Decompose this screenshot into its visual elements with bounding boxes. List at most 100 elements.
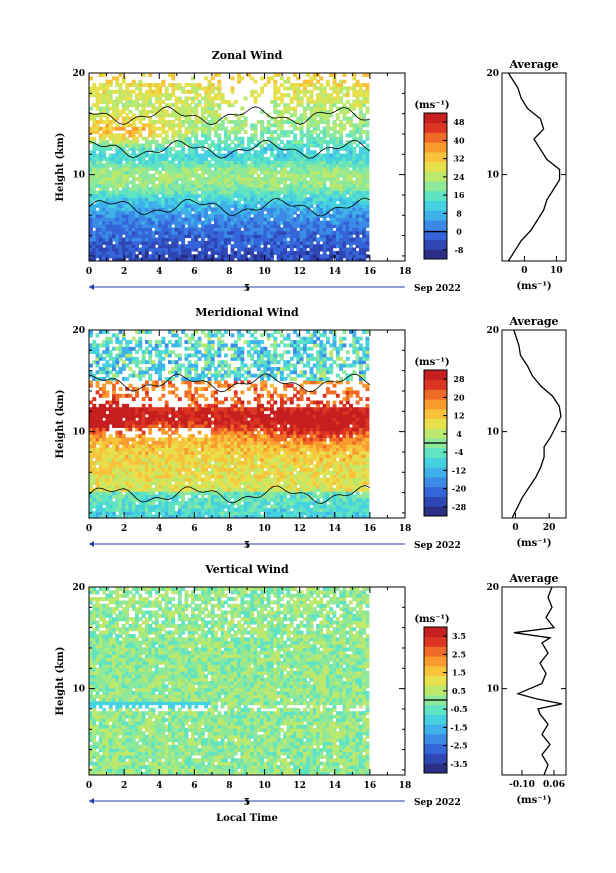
- heatmap-cell: [316, 203, 321, 208]
- heatmap-cell: [141, 200, 146, 205]
- heatmap-cell: [349, 247, 353, 252]
- heatmap-cell: [115, 146, 120, 151]
- heatmap-cell: [283, 214, 288, 218]
- heatmap-cell: [121, 227, 126, 232]
- heatmap-cell: [177, 230, 182, 235]
- heatmap-cell: [125, 96, 130, 101]
- heatmap-cell: [227, 99, 232, 104]
- heatmap-cell: [286, 140, 291, 145]
- heatmap-cell: [118, 214, 123, 218]
- heatmap-cell: [365, 200, 370, 205]
- heatmap-cell: [92, 247, 97, 252]
- heatmap-cell: [128, 501, 133, 506]
- heatmap-cell: [230, 180, 235, 185]
- heatmap-cell: [98, 200, 103, 205]
- heatmap-cell: [158, 501, 163, 506]
- heatmap-cell: [112, 247, 116, 252]
- heatmap-cell: [161, 504, 166, 509]
- heatmap-cell: [207, 130, 212, 135]
- heatmap-cell: [89, 237, 93, 242]
- heatmap-cell: [266, 177, 271, 182]
- heatmap-cell: [270, 170, 274, 175]
- heatmap-cell: [247, 190, 251, 195]
- heatmap-cell: [168, 150, 172, 155]
- heatmap-cell: [98, 514, 103, 518]
- heatmap-cell: [306, 220, 311, 225]
- heatmap-cell: [342, 183, 347, 188]
- heatmap-cell: [319, 103, 324, 108]
- heatmap-cell: [148, 210, 153, 215]
- heatmap-cell: [158, 353, 163, 358]
- heatmap-cell: [355, 79, 360, 84]
- heatmap-cell: [322, 220, 327, 225]
- heatmap-cell: [161, 177, 166, 182]
- heatmap-cell: [98, 257, 103, 261]
- heatmap-cell: [365, 123, 370, 128]
- heatmap-cell: [220, 167, 225, 171]
- heatmap-cell: [223, 116, 228, 121]
- heatmap-cell: [302, 214, 307, 218]
- heatmap-cell: [253, 190, 258, 195]
- heatmap-cell: [299, 167, 304, 171]
- heatmap-cell: [365, 170, 370, 175]
- heatmap-cell: [112, 177, 116, 182]
- heatmap-cell: [335, 234, 340, 239]
- heatmap-cell: [118, 424, 123, 428]
- heatmap-cell: [112, 477, 116, 482]
- heatmap-cell: [207, 113, 212, 118]
- heatmap-cell: [164, 140, 169, 145]
- heatmap-cell: [131, 177, 136, 182]
- heatmap-cell: [128, 116, 133, 121]
- heatmap-cell: [191, 153, 195, 158]
- heatmap-cell: [322, 170, 327, 175]
- heatmap-cell: [118, 193, 123, 198]
- heatmap-cell: [168, 450, 172, 455]
- heatmap-cell: [339, 173, 344, 178]
- heatmap-cell: [89, 450, 93, 455]
- profile-x-tick-label: 0: [521, 266, 527, 276]
- heatmap-cell: [125, 254, 130, 259]
- heatmap-cell: [263, 200, 268, 205]
- heatmap-cell: [158, 454, 163, 459]
- heatmap-cell: [322, 86, 327, 91]
- heatmap-cell: [151, 237, 156, 242]
- heatmap-cell: [233, 234, 238, 239]
- heatmap-cell: [118, 140, 123, 145]
- heatmap-cell: [227, 224, 232, 229]
- heatmap-cell: [187, 89, 192, 94]
- heatmap-cell: [151, 220, 156, 225]
- heatmap-cell: [302, 160, 307, 165]
- heatmap-cell: [151, 130, 156, 135]
- heatmap-cell: [138, 156, 143, 161]
- heatmap-cell: [158, 160, 163, 165]
- heatmap-cell: [158, 93, 163, 98]
- heatmap-cell: [161, 203, 166, 208]
- heatmap-cell: [112, 471, 116, 475]
- heatmap-cell: [161, 393, 166, 398]
- heatmap-cell: [128, 477, 133, 482]
- heatmap-cell: [98, 494, 103, 499]
- heatmap-cell: [256, 180, 261, 185]
- heatmap-cell: [365, 214, 370, 218]
- heatmap-cell: [227, 170, 232, 175]
- heatmap-cell: [128, 350, 133, 355]
- heatmap-cell: [191, 187, 195, 192]
- heatmap-cell: [171, 133, 176, 138]
- heatmap-cell: [217, 103, 222, 108]
- heatmap-cell: [174, 153, 179, 158]
- heatmap-cell: [168, 471, 172, 475]
- heatmap-cell: [148, 407, 153, 412]
- heatmap-cell: [98, 167, 103, 171]
- heatmap-cell: [121, 504, 126, 509]
- heatmap-cell: [144, 163, 149, 168]
- heatmap-cell: [309, 224, 314, 229]
- heatmap-cell: [144, 447, 149, 452]
- heatmap-cell: [276, 214, 281, 218]
- heatmap-cell: [98, 353, 103, 358]
- heatmap-cell: [217, 177, 222, 182]
- heatmap-cell: [125, 471, 130, 475]
- heatmap-cell: [171, 504, 176, 509]
- heatmap-cell: [105, 116, 110, 121]
- heatmap-cell: [154, 350, 159, 355]
- heatmap-cell: [349, 254, 353, 259]
